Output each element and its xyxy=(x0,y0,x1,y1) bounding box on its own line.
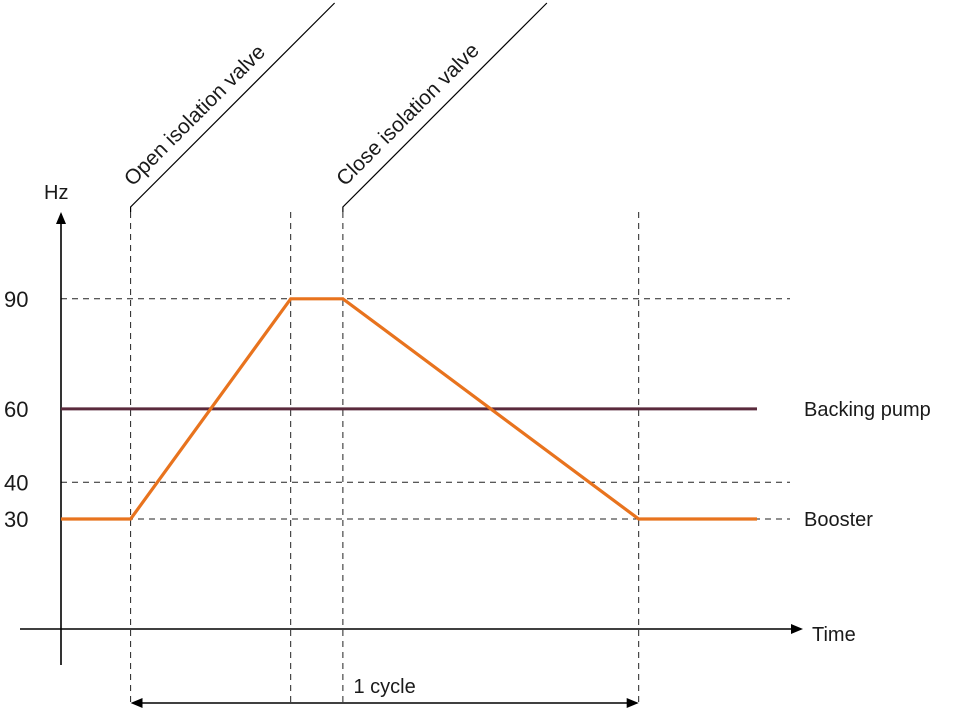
event-1-label: Close isolation valve xyxy=(332,39,484,191)
y-tick-labels: 90 60 40 30 xyxy=(4,287,28,532)
event-annotations: Open isolation valve Close isolation valv… xyxy=(120,2,548,212)
series-label-backing-pump: Backing pump xyxy=(804,399,931,421)
y-tick-label-90: 90 xyxy=(4,287,28,312)
y-tick-label-30: 30 xyxy=(4,507,28,532)
event-guide-lines xyxy=(130,212,640,705)
y-tick-label-40: 40 xyxy=(4,470,28,495)
y-axis-label: Hz xyxy=(44,182,68,204)
cycle-label: 1 cycle xyxy=(354,676,416,698)
x-axis-label: Time xyxy=(812,624,856,646)
series-lines xyxy=(61,297,757,521)
series-labels: Backing pump Booster xyxy=(804,399,931,531)
series-line-booster xyxy=(61,297,757,521)
event-0-label: Open isolation valve xyxy=(120,41,270,191)
event-0-leader-line xyxy=(130,2,336,212)
series-label-booster: Booster xyxy=(804,509,873,531)
y-tick-label-60: 60 xyxy=(4,397,28,422)
event-1-leader-line xyxy=(342,2,548,212)
